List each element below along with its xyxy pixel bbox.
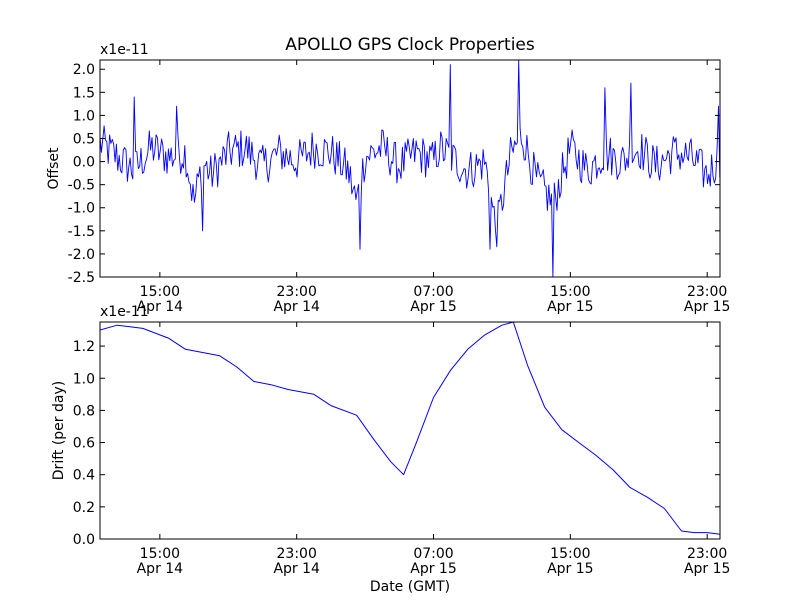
y-axis-label: Drift (per day) — [51, 381, 67, 480]
y-tick-label: -1.0 — [68, 201, 95, 217]
x-tick-label-time: 23:00 — [277, 284, 317, 300]
x-tick-label-time: 15:00 — [550, 546, 590, 562]
y-tick-label: 2.0 — [73, 62, 95, 78]
drift-series-line — [100, 322, 720, 535]
x-tick-label-time: 15:00 — [550, 284, 590, 300]
y-tick-label: 1.2 — [73, 339, 95, 355]
x-tick-label-time: 23:00 — [687, 284, 727, 300]
x-tick-label-date: Apr 15 — [547, 561, 593, 577]
y-tick-label: 1.5 — [73, 85, 95, 101]
x-tick-label-time: 15:00 — [140, 284, 180, 300]
chart-title: APOLLO GPS Clock Properties — [285, 35, 535, 55]
x-tick-label-time: 23:00 — [687, 546, 727, 562]
y-tick-label: -2.5 — [68, 270, 95, 286]
y-tick-label: 0.0 — [73, 532, 95, 548]
y-tick-label: 0.5 — [73, 131, 95, 147]
x-tick-label-date: Apr 14 — [137, 561, 184, 577]
y-tick-label: 0.2 — [73, 500, 95, 516]
y-tick-label: -2.0 — [68, 247, 95, 263]
offset-series-line — [100, 60, 720, 277]
x-tick-label-time: 15:00 — [140, 546, 180, 562]
y-offset-text: x1e-11 — [100, 42, 149, 58]
x-tick-label-date: Apr 14 — [273, 299, 320, 315]
x-tick-label-date: Apr 15 — [684, 299, 730, 315]
y-tick-label: 1.0 — [73, 108, 95, 124]
x-tick-label-time: 07:00 — [413, 546, 453, 562]
x-tick-label-date: Apr 14 — [273, 561, 320, 577]
x-tick-label-date: Apr 15 — [410, 561, 456, 577]
y-tick-label: 0.0 — [73, 155, 95, 171]
y-tick-label: 1.0 — [73, 371, 95, 387]
offset-plot: -2.5 -2.0 -1.5 -1.0 -0.5 0.0 0.5 1.0 1.5 2.0 15:00… — [46, 42, 730, 315]
x-tick-label-time: 23:00 — [277, 546, 317, 562]
y-tick-label: -1.5 — [68, 224, 95, 240]
x-axis-label: Date (GMT) — [370, 579, 450, 595]
y-offset-text: x1e-11 — [100, 304, 149, 320]
y-tick-label: 0.8 — [73, 403, 95, 419]
y-tick-label: 0.6 — [73, 436, 95, 452]
x-tick-label-date: Apr 15 — [547, 299, 593, 315]
plot-frame — [99, 321, 721, 540]
x-tick-label-date: Apr 15 — [410, 299, 456, 315]
y-axis-label: Offset — [46, 147, 62, 190]
plot-frame — [99, 59, 721, 278]
x-tick-label-date: Apr 15 — [684, 561, 730, 577]
x-tick-label-time: 07:00 — [413, 284, 453, 300]
y-tick-label: -0.5 — [68, 178, 95, 194]
x-tick-label-date: Apr 14 — [137, 299, 184, 315]
y-tick-label: 0.4 — [73, 468, 95, 484]
